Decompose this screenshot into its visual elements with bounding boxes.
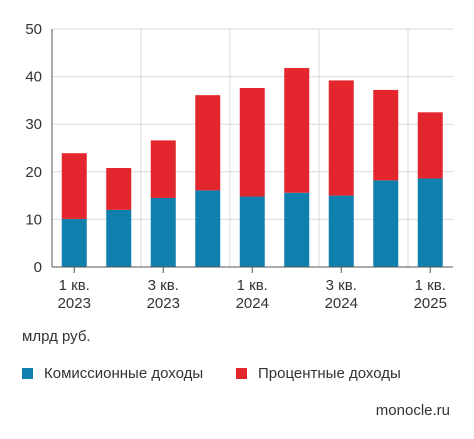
y-tick-label: 10 bbox=[25, 211, 42, 228]
x-tick-label: 3 кв. bbox=[326, 277, 357, 294]
bar-interest bbox=[284, 68, 310, 193]
x-tick-label: 2025 bbox=[414, 295, 447, 312]
legend-label-interest: Процентные доходы bbox=[258, 365, 401, 382]
bar-commission bbox=[373, 180, 399, 267]
x-tick-label: 2023 bbox=[147, 295, 180, 312]
bar-commission bbox=[328, 195, 354, 267]
x-tick-label: 2024 bbox=[325, 295, 358, 312]
legend-swatch-commission bbox=[22, 368, 33, 379]
bar-commission bbox=[284, 192, 310, 267]
bar-commission bbox=[195, 190, 221, 267]
bar-commission bbox=[106, 209, 132, 267]
bar-interest bbox=[195, 95, 221, 191]
y-tick-label: 40 bbox=[25, 69, 42, 86]
x-tick-label: 1 кв. bbox=[237, 277, 268, 294]
y-tick-label: 0 bbox=[34, 259, 42, 276]
legend: Комиссионные доходы Процентные доходы bbox=[0, 365, 474, 387]
source-label: monocle.ru bbox=[375, 402, 450, 419]
bar-interest bbox=[106, 167, 132, 210]
y-tick-label: 30 bbox=[25, 116, 42, 133]
bar-interest bbox=[417, 112, 443, 179]
x-tick-label: 2023 bbox=[58, 295, 91, 312]
bar-commission bbox=[417, 178, 443, 267]
bar-interest bbox=[239, 88, 265, 197]
legend-label-commission: Комиссионные доходы bbox=[44, 365, 204, 382]
x-tick-label: 1 кв. bbox=[415, 277, 446, 294]
legend-swatch-interest bbox=[236, 368, 247, 379]
bar-interest bbox=[61, 153, 87, 219]
legend-item-interest: Процентные доходы bbox=[236, 365, 401, 382]
x-tick-label: 1 кв. bbox=[59, 277, 90, 294]
bar-interest bbox=[150, 140, 176, 198]
bar-commission bbox=[150, 197, 176, 267]
x-tick-label: 3 кв. bbox=[148, 277, 179, 294]
unit-label: млрд руб. bbox=[22, 328, 91, 345]
legend-item-commission: Комиссионные доходы bbox=[22, 365, 203, 382]
x-tick-label: 2024 bbox=[236, 295, 269, 312]
bar-commission bbox=[61, 218, 87, 267]
bar-interest bbox=[328, 80, 354, 196]
bar-interest bbox=[373, 89, 399, 181]
bar-commission bbox=[239, 196, 265, 267]
y-tick-label: 50 bbox=[25, 21, 42, 38]
y-tick-label: 20 bbox=[25, 164, 42, 181]
